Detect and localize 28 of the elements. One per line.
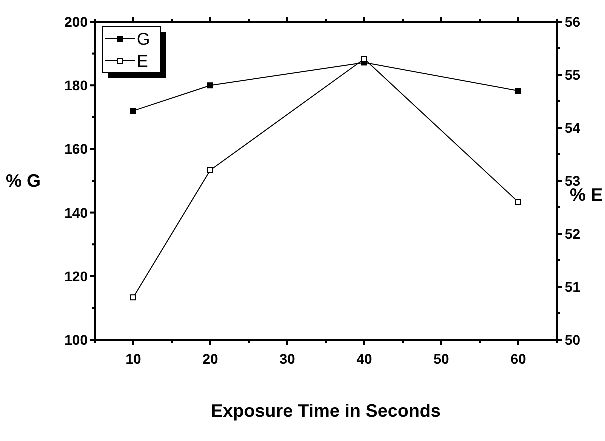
y2-tick-label: 54 xyxy=(565,120,581,136)
x-tick-label: 30 xyxy=(280,351,296,367)
y2-tick-label: 51 xyxy=(565,279,581,295)
y-tick-label: 140 xyxy=(64,204,88,221)
point xyxy=(208,167,214,174)
y-tick-label: 180 xyxy=(64,78,88,94)
y2-tick-label: 52 xyxy=(565,226,581,242)
x-tick-label: 40 xyxy=(356,351,372,367)
y-tick-label: 200 xyxy=(64,14,88,30)
y-tick-label: 100 xyxy=(64,332,88,348)
y-tick-label: 120 xyxy=(64,268,88,284)
legend-label: G xyxy=(137,30,150,49)
y-tick-label: 160 xyxy=(64,141,88,158)
y2-tick-label: 56 xyxy=(565,14,581,30)
legend-label: E xyxy=(137,52,148,71)
x-tick-label: 60 xyxy=(510,351,526,367)
y-axis-title: % G xyxy=(6,171,42,191)
x-tick-label: 20 xyxy=(202,351,218,367)
point xyxy=(130,294,136,301)
y2-tick-label: 55 xyxy=(565,67,581,83)
point xyxy=(516,199,522,206)
x-axis-title: Exposure Time in Seconds xyxy=(211,401,441,421)
point xyxy=(130,108,136,114)
x-tick-label: 10 xyxy=(126,351,142,367)
point xyxy=(516,88,522,94)
y2-tick-label: 50 xyxy=(565,332,581,348)
point xyxy=(208,82,214,89)
x-tick-label: 50 xyxy=(434,351,450,367)
